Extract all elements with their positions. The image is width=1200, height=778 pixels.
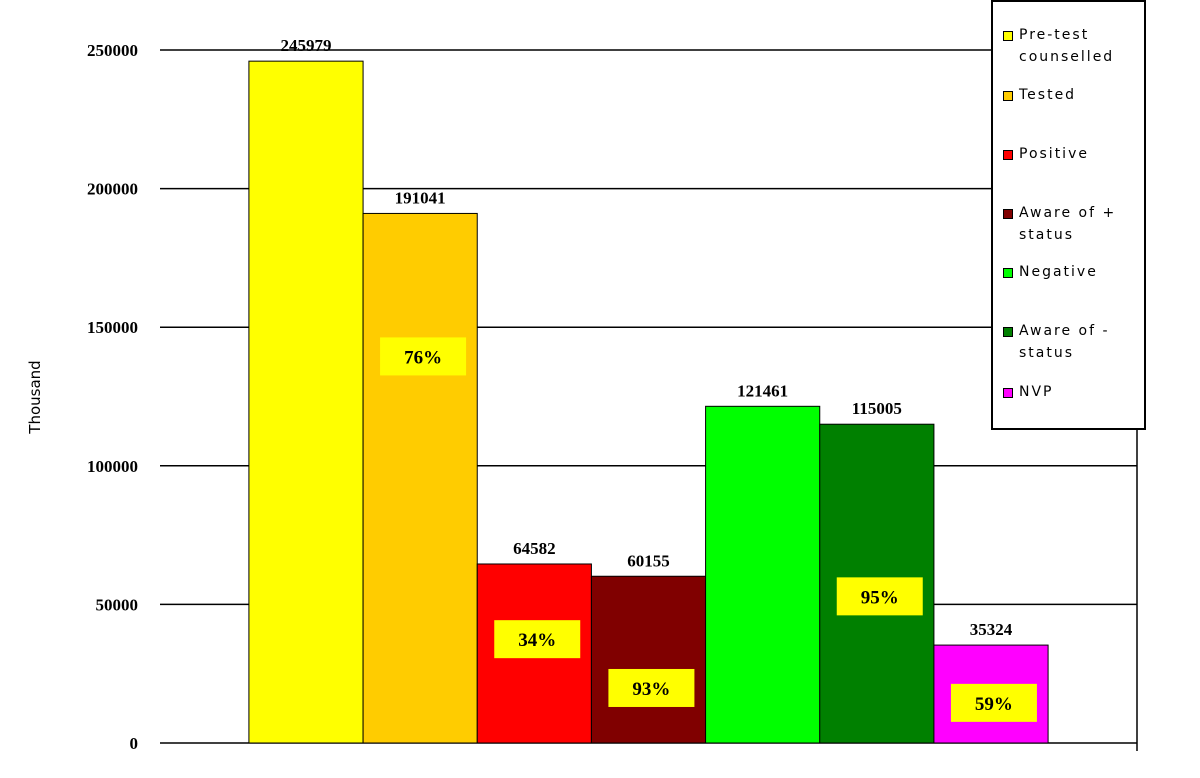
annotation-box [494,620,581,659]
annotation: 59% [975,694,1013,715]
legend-item: Aware of + status [1003,202,1143,246]
annotation: 34% [518,630,556,651]
legend-item: Negative [1003,261,1143,283]
annotation-box [950,683,1037,722]
legend-label: Aware of - status [1019,323,1110,361]
legend-item: Positive [1003,143,1143,165]
bar [705,405,821,744]
legend-swatch [1003,209,1013,219]
y-axis-label: Thousand [26,360,44,434]
y-tick-label: 50000 [96,595,139,614]
y-tick-label: 150000 [87,318,138,337]
legend-label: Negative [1019,264,1098,280]
legend-label: Tested [1019,87,1077,103]
legend: Pre-test counselled Tested Positive Aware o… [991,0,1146,430]
legend-swatch [1003,388,1013,398]
y-tick-label: 200000 [87,180,138,199]
annotation-box [380,337,467,376]
legend-swatch [1003,31,1013,41]
annotation: 76% [404,347,442,368]
value-label: 115005 [852,399,902,418]
bar [248,60,364,744]
annotation-box [836,577,923,616]
value-label: 245979 [280,36,331,55]
legend-swatch [1003,91,1013,101]
annotation: 93% [632,679,670,700]
value-label: 64582 [513,539,556,558]
legend-label: NVP [1019,384,1054,400]
legend-swatch [1003,150,1013,160]
y-tick-label: 100000 [87,457,138,476]
legend-item: Aware of - status [1003,320,1143,364]
annotation-box [608,668,695,707]
legend-item: Tested [1003,84,1143,106]
legend-item: NVP [1003,381,1143,403]
bar [590,575,707,744]
value-label: 121461 [737,381,788,400]
legend-item: Pre-test counselled [1003,24,1143,68]
legend-swatch [1003,327,1013,337]
y-tick-label: 250000 [87,41,138,60]
legend-label: Positive [1019,146,1089,162]
legend-swatch [1003,268,1013,278]
value-label: 191041 [395,188,446,207]
bar [362,212,478,744]
y-tick-label: 0 [130,734,139,753]
annotation: 95% [861,587,899,608]
legend-label: Aware of + status [1019,205,1117,243]
legend-label: Pre-test counselled [1019,27,1115,65]
value-label: 60155 [627,551,670,570]
value-label: 35324 [970,620,1013,639]
